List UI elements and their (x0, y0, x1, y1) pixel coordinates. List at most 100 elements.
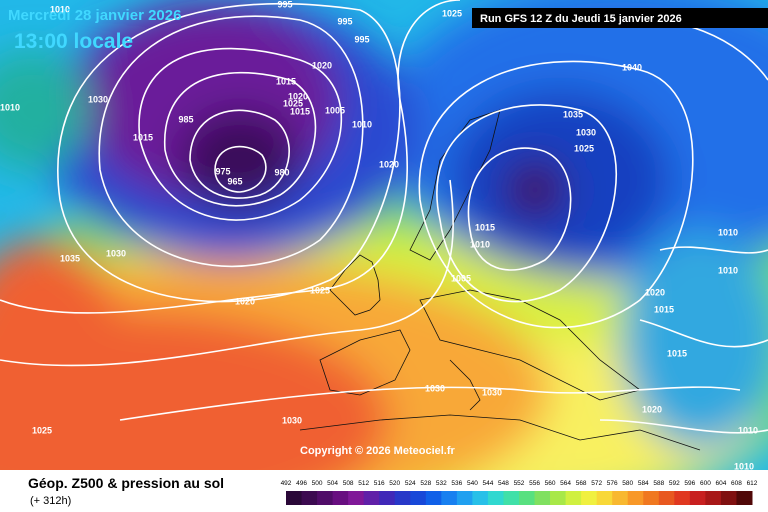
legend-swatch (705, 491, 722, 505)
legend-label: 512 (358, 480, 369, 487)
isobar-label: 1010 (352, 119, 372, 129)
isobar-label: 1030 (282, 415, 302, 425)
legend-swatch (348, 491, 365, 505)
legend-swatch (410, 491, 427, 505)
isobar-label: 1015 (475, 222, 495, 232)
isobar-label: 1015 (654, 304, 674, 314)
isobar-label: 1030 (576, 127, 596, 137)
isobar-label: 1020 (645, 287, 665, 297)
legend-label: 560 (545, 480, 556, 487)
legend-swatch (456, 491, 473, 505)
isobar-label: 1030 (425, 383, 445, 393)
isobar-label: 1025 (283, 98, 303, 108)
legend-label: 576 (607, 480, 618, 487)
legend-swatch (363, 491, 380, 505)
legend-swatch (627, 491, 644, 505)
legend-label: 520 (389, 480, 400, 487)
isobar-label: 975 (215, 166, 230, 176)
legend-label: 500 (312, 480, 323, 487)
legend-label: 588 (653, 480, 664, 487)
legend-label: 608 (731, 480, 742, 487)
legend-swatch (317, 491, 334, 505)
isobar-label: 1015 (276, 76, 296, 86)
legend-swatch (581, 491, 598, 505)
isobar-label: 985 (178, 114, 193, 124)
legend-label: 548 (498, 480, 509, 487)
legend-label: 596 (684, 480, 695, 487)
isobar-label: 1030 (88, 94, 108, 104)
legend-swatch (720, 491, 737, 505)
legend-label: 572 (591, 480, 602, 487)
legend-label: 604 (716, 480, 727, 487)
legend-label: 564 (560, 480, 571, 487)
legend-label: 492 (281, 480, 292, 487)
legend-label: 552 (514, 480, 525, 487)
legend-label: 536 (451, 480, 462, 487)
isobar-label: 1015 (667, 348, 687, 358)
legend-label: 528 (420, 480, 431, 487)
isobar-label: 1010 (470, 239, 490, 249)
legend-label: 516 (374, 480, 385, 487)
isobar-label: 1010 (50, 4, 70, 14)
legend-label: 532 (436, 480, 447, 487)
isobar-label: 1020 (235, 296, 255, 306)
legend-swatch (425, 491, 442, 505)
isobar-label: 1010 (0, 102, 20, 112)
legend-label: 496 (296, 480, 307, 487)
legend-swatch (301, 491, 318, 505)
isobar-label: 1020 (312, 60, 332, 70)
isobar-label: 1025 (574, 143, 594, 153)
legend-label: 592 (669, 480, 680, 487)
footer-title: Géop. Z500 & pression au sol (28, 475, 224, 491)
legend-swatch (643, 491, 660, 505)
legend-swatch (394, 491, 411, 505)
coastlines (299, 109, 701, 451)
legend-swatch (736, 491, 753, 505)
isobar-label: 995 (277, 0, 292, 9)
legend-label: 508 (343, 480, 354, 487)
isobar-label: 995 (337, 16, 352, 26)
legend-swatch (332, 491, 349, 505)
legend-swatch (441, 491, 458, 505)
isobar-label: 965 (227, 176, 242, 186)
legend-swatch (689, 491, 706, 505)
isobar-label: 1010 (738, 425, 758, 435)
isobar-label: 1035 (60, 253, 80, 263)
legend-swatch (550, 491, 567, 505)
legend-label: 600 (700, 480, 711, 487)
isobar-label: 1010 (718, 227, 738, 237)
legend-swatch (658, 491, 675, 505)
run-info: Run GFS 12 Z du Jeudi 15 janvier 2026 (480, 13, 682, 25)
isobar-label: 1025 (32, 425, 52, 435)
legend-swatch (612, 491, 629, 505)
isobar-label: 1005 (325, 105, 345, 115)
legend-swatch (286, 491, 303, 505)
forecast-lead: (+ 312h) (30, 495, 71, 507)
isobar-label: 1030 (106, 248, 126, 258)
isobar-labels: 1010 995995995102510301020101010159851015… (0, 0, 759, 471)
isobars (0, 0, 768, 434)
color-legend: 492 496 500 504 508 512 516 520 524 528 532 536 540 5… (281, 480, 758, 505)
legend-label: 556 (529, 480, 540, 487)
isobar-label: 1020 (288, 91, 308, 101)
legend-swatch (487, 491, 504, 505)
isobar-label: 1020 (379, 159, 399, 169)
run-box (472, 8, 768, 28)
legend-swatch (534, 491, 551, 505)
isobar-label: 995 (354, 34, 369, 44)
valid-time: 13:00 locale (14, 30, 133, 53)
legend-label: 504 (327, 480, 338, 487)
isobar-label: 980 (274, 167, 289, 177)
isobar-label: 1035 (563, 109, 583, 119)
legend-label: 612 (747, 480, 758, 487)
isobar-label: 1030 (482, 387, 502, 397)
isobar-label: 1015 (133, 132, 153, 142)
isobar-label: 1010 (734, 461, 754, 471)
legend-swatch (565, 491, 582, 505)
isobar-label: 1020 (642, 404, 662, 414)
copyright: Copyright © 2026 Meteociel.fr (300, 445, 456, 457)
legend-label: 584 (638, 480, 649, 487)
legend-label: 580 (622, 480, 633, 487)
